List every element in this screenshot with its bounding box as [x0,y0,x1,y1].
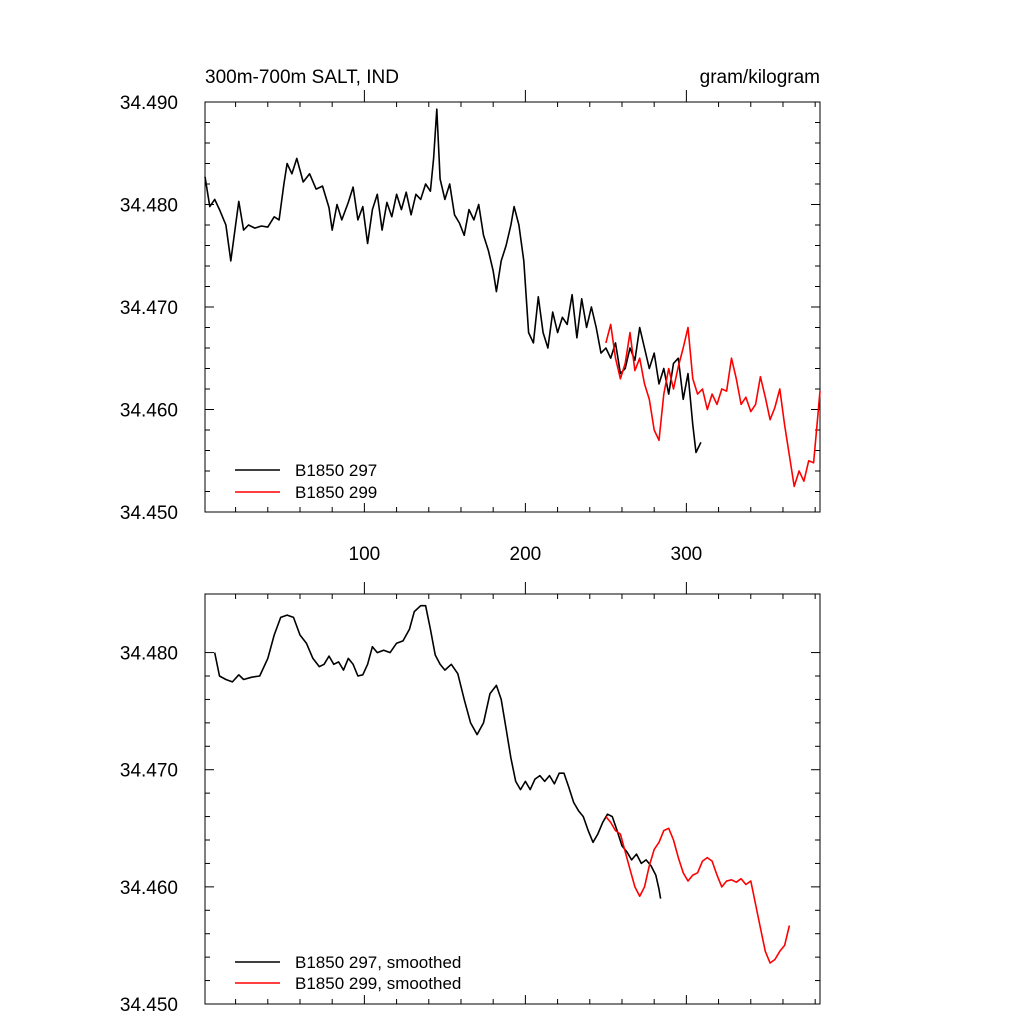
series-line-b1850-297-smoothed [213,604,662,899]
y-tick-label: 34.490 [120,93,178,114]
y-tick-label: 34.450 [120,503,178,524]
x-tick-label: 200 [510,544,542,565]
y-tick-label: 34.470 [120,298,178,319]
series-line-b1850-297 [204,108,702,454]
bottom-chart-panel: 34.450 34.460 34.470 34.480 B1850 297, smoo… [120,582,821,1016]
series-line-b1850-299-smoothed [605,816,791,964]
y-tick-label: 34.450 [120,995,178,1016]
top-series-group [204,108,821,488]
bottom-plot-frame [204,593,821,1005]
x-tick-label: 100 [349,544,381,565]
y-tick-label: 34.460 [120,878,178,899]
legend-label-b1850-299-smoothed: B1850 299, smoothed [295,974,461,993]
legend-label-b1850-299: B1850 299 [295,483,377,502]
y-tick-label: 34.460 [120,401,178,422]
y-tick-label: 34.480 [120,196,178,217]
x-tick-label: 300 [671,544,703,565]
top-axis-ticks: 34.450 34.460 34.470 34.480 34.490 100 200 300 [120,90,820,565]
y-tick-label: 34.470 [120,761,178,782]
bottom-series-group [213,604,791,964]
units-label: gram/kilogram [700,67,820,88]
chart-title: 300m-700m SALT, IND [205,67,399,88]
bottom-axis-ticks: 34.450 34.460 34.470 34.480 [120,582,820,1016]
legend-label-b1850-297-smoothed: B1850 297, smoothed [295,953,461,972]
top-chart-panel: 300m-700m SALT, IND gram/kilogram 34.450… [120,67,821,565]
legend-label-b1850-297: B1850 297 [295,461,377,480]
series-line-b1850-299 [605,323,821,488]
top-plot-frame [204,101,821,513]
y-tick-label: 34.480 [120,644,178,665]
top-legend: B1850 297 B1850 299 [235,461,377,502]
bottom-legend: B1850 297, smoothed B1850 299, smoothed [235,953,461,993]
